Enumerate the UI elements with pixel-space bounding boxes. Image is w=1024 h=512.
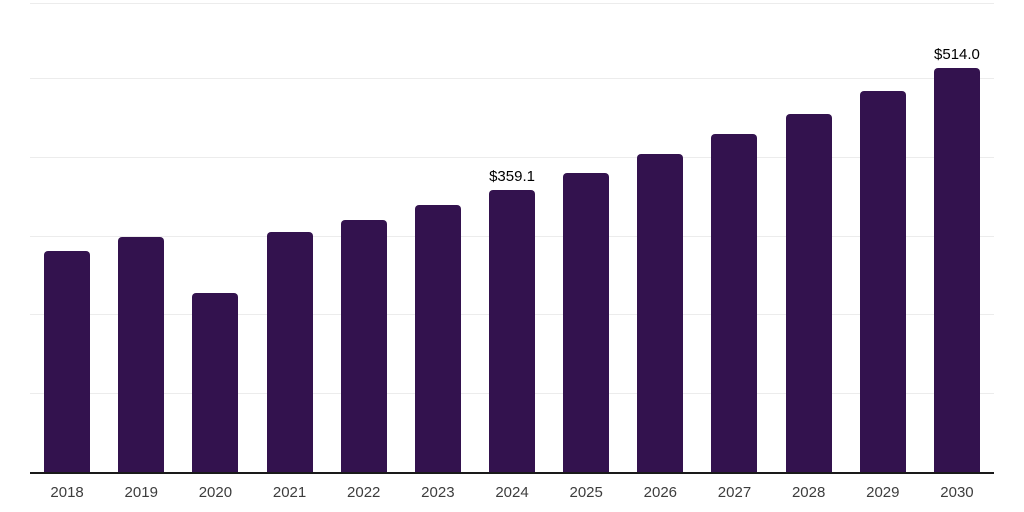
x-tick-label-2030: 2030 (940, 484, 974, 501)
bar-slot-2028 (772, 4, 846, 473)
plot-area: $359.1 $514.0 (30, 3, 994, 473)
bar-2030[interactable] (933, 67, 980, 473)
bars-container: $359.1 $514.0 (30, 4, 994, 473)
x-tick-label-2022: 2022 (347, 484, 381, 501)
bar-2024[interactable] (489, 189, 536, 473)
bar-slot-2022 (327, 4, 401, 473)
gridline-400 (30, 156, 994, 158)
bar-2023[interactable] (414, 205, 461, 473)
bar-slot-2025 (549, 4, 623, 473)
x-tick-label-2027: 2027 (717, 484, 752, 501)
bar-2029[interactable] (859, 91, 906, 473)
bar-2018[interactable] (44, 250, 91, 473)
x-tick-label-2026: 2026 (643, 484, 678, 501)
bar-slot-2026 (623, 4, 697, 473)
x-tick-label-2021: 2021 (272, 484, 307, 501)
bar-2028[interactable] (785, 113, 832, 473)
bar-2022[interactable] (340, 219, 387, 473)
bar-2019[interactable] (118, 237, 165, 473)
x-tick-label-2029: 2029 (866, 484, 900, 501)
value-label-2024: $359.1 (489, 167, 535, 185)
bar-slot-2020 (178, 4, 252, 473)
x-tick-label-2020: 2020 (198, 484, 233, 501)
bar-2026[interactable] (637, 154, 684, 473)
bar-2020[interactable] (192, 292, 239, 473)
bar-2025[interactable] (563, 172, 610, 473)
value-label-2030: $514.0 (934, 45, 980, 63)
bar-2021[interactable] (266, 231, 313, 473)
x-tick-label-2024: 2024 (495, 484, 529, 501)
bar-slot-2023 (401, 4, 475, 473)
bar-slot-2019 (104, 4, 178, 473)
bar-slot-2024: $359.1 (475, 4, 549, 473)
bar-2027[interactable] (711, 134, 758, 473)
bar-slot-2030: $514.0 (920, 4, 994, 473)
bar-slot-2027 (697, 4, 771, 473)
x-tick-label-2019: 2019 (124, 484, 158, 501)
x-axis-labels: 2018 2019 2020 2021 2022 2023 2024 2025 2026 2027… (30, 484, 994, 501)
x-tick-label-2025: 2025 (569, 484, 603, 501)
x-tick-label-2018: 2018 (50, 484, 84, 501)
bar-slot-2029 (846, 4, 920, 473)
x-tick-label-2023: 2023 (421, 484, 455, 501)
x-axis-line (30, 472, 994, 474)
bar-slot-2018 (30, 4, 104, 473)
x-tick-label-2028: 2028 (791, 484, 826, 501)
gridline-500 (30, 77, 994, 79)
bar-slot-2021 (252, 4, 326, 473)
